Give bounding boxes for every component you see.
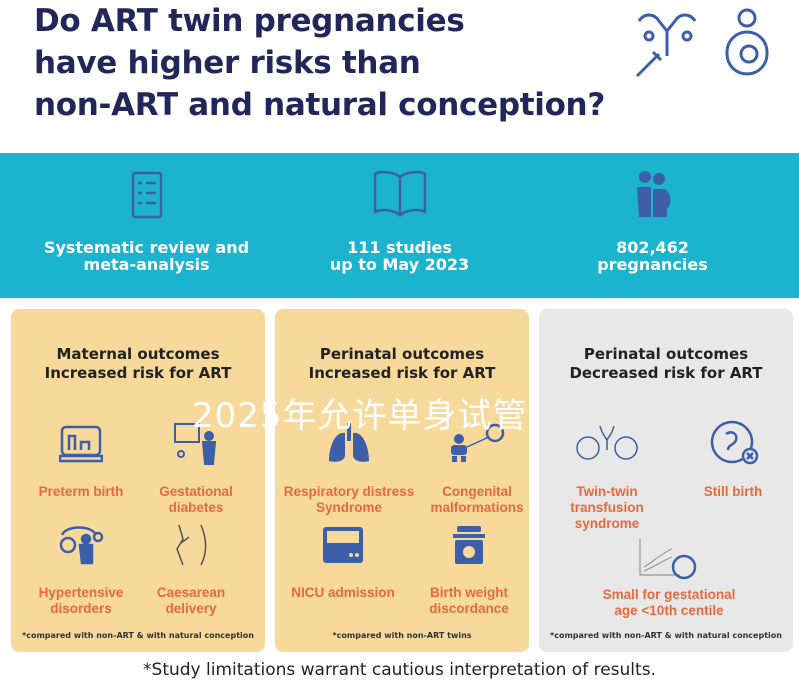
outcome-label: diabetes [168,500,224,515]
panel-title-line: Perinatal outcomes [319,345,485,363]
panel-title-line: Decreased risk for ART [569,364,763,382]
outcome-birth-weight-discordance: Birth weight discordance [409,515,529,617]
pregnant-women-icon [636,171,671,217]
stat-review: Systematic review and meta-analysis [27,153,267,298]
lungs-icon [329,423,369,462]
stat-pregnancies: 802,462 pregnancies [533,153,773,298]
outcome-preterm-birth: Preterm birth [21,414,141,500]
panel-title-line: Perinatal outcomes [583,345,749,363]
blood-pressure-icon [59,526,104,565]
outcome-still-birth: Still birth [683,414,783,500]
title-line: Do ART twin pregnancies [34,3,465,39]
outcome-label: NICU admission [291,585,395,600]
outcome-label: Still birth [703,484,763,499]
stat-text: 802,462 [616,238,689,257]
pregnant-figure-icon [725,8,769,76]
book-icon [373,170,426,217]
incubator-icon [59,425,103,463]
title-line: have higher risks than [34,45,421,81]
growth-chart-icon [639,539,697,580]
twin-fetus-icon [576,425,638,460]
outcome-label: age <10th centile [614,603,724,618]
outcome-label: Small for gestational [602,587,736,602]
caesarean-icon [176,524,207,566]
stat-text: up to May 2023 [329,255,470,274]
perinatal-increased-panel: Perinatal outcomes Increased risk for ART… [275,309,529,652]
outcome-small-gestational-age: Small for gestational age <10th centile [579,537,759,619]
panel-title: Perinatal outcomes Decreased risk for ART [539,345,793,383]
outcome-hypertensive-disorders: Hypertensive disorders [21,515,141,617]
outcome-respiratory-distress: Respiratory distress Syndrome [275,414,423,516]
panel-title-line: Maternal outcomes [56,345,220,363]
outcome-label: Syndrome [315,500,383,515]
page-title: Do ART twin pregnancies have higher risk… [34,0,605,126]
uterus-syringe-icon [635,13,697,78]
stat-text: meta-analysis [83,255,210,274]
outcome-label: discordance [429,601,509,616]
panel-title-line: Increased risk for ART [308,364,496,382]
outcome-label: Congenital [442,484,512,499]
outcome-label: Respiratory distress [283,484,415,499]
outcome-label: disorders [50,601,112,616]
panel-title: Maternal outcomes Increased risk for ART [11,345,265,383]
stat-text: pregnancies [597,255,708,274]
outcome-caesarean-delivery: Caesarean delivery [131,515,251,617]
outcome-label: Hypertensive [38,585,124,600]
perinatal-decreased-panel: Perinatal outcomes Decreased risk for ART… [539,309,793,652]
baby-magnifier-icon [451,423,505,462]
scale-icon [453,526,485,564]
footnote: *compared with non-ART & with natural co… [550,631,782,640]
maternal-outcomes-panel: Maternal outcomes Increased risk for ART … [11,309,265,652]
outcome-gestational-diabetes: Gestational diabetes [136,414,256,516]
stat-studies: 111 studies up to May 2023 [280,153,520,298]
outcome-label: Preterm birth [38,484,124,499]
stat-text: Systematic review and [43,238,250,257]
outcome-label: syndrome [574,516,640,531]
outcome-label: Birth weight [430,585,508,600]
panel-title-line: Increased risk for ART [44,364,232,382]
fetus-cross-icon [710,420,759,465]
footnote: *compared with non-ART & with natural co… [22,631,254,640]
stats-band: Systematic review and meta-analysis 111 … [0,153,799,298]
title-line: non-ART and natural conception? [34,87,606,123]
outcome-label: delivery [165,601,217,616]
outcome-label: Twin-twin [576,484,638,499]
header-icons [629,6,771,78]
outcome-label: transfusion [570,500,644,515]
stat-text: 111 studies [347,238,452,257]
outcome-label: Gestational [159,484,233,499]
outcome-twin-transfusion: Twin-twin transfusion syndrome [547,414,667,532]
checklist-icon [131,171,162,219]
panel-title: Perinatal outcomes Increased risk for ART [275,345,529,383]
outcome-congenital-malformations: Congenital malformations [425,414,529,516]
footer-disclaimer: *Study limitations warrant cautious inte… [143,660,656,680]
outcome-label: Caesarean [156,585,226,600]
nicu-incubator-icon [323,527,363,563]
glucose-test-icon [174,423,217,465]
outcome-label: malformations [430,500,524,515]
footnote: *compared with non-ART twins [332,631,472,640]
outcome-nicu-admission: NICU admission [283,515,403,601]
